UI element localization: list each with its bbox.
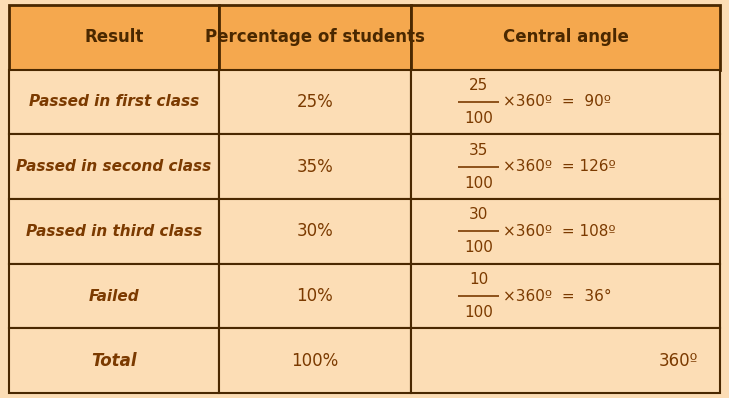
Text: 100: 100 — [464, 305, 494, 320]
Bar — [410, 134, 720, 199]
Bar — [9, 5, 219, 70]
Bar — [410, 70, 720, 134]
Bar — [410, 5, 720, 70]
Text: 25%: 25% — [296, 93, 333, 111]
Bar — [410, 328, 720, 393]
Bar — [219, 264, 410, 328]
Bar — [219, 328, 410, 393]
Text: 25: 25 — [469, 78, 488, 93]
Text: Central angle: Central angle — [502, 28, 628, 46]
Bar — [9, 264, 219, 328]
Text: 35%: 35% — [296, 158, 333, 176]
Text: 10%: 10% — [296, 287, 333, 305]
Text: Passed in second class: Passed in second class — [16, 159, 211, 174]
Text: ×360º  =  36°: ×360º = 36° — [503, 289, 612, 304]
Text: ×360º  =  90º: ×360º = 90º — [503, 94, 611, 109]
Bar — [9, 199, 219, 264]
Text: 100: 100 — [464, 240, 494, 256]
Text: 30: 30 — [469, 207, 488, 222]
Text: ×360º  = 108º: ×360º = 108º — [503, 224, 615, 239]
Text: 35: 35 — [469, 142, 488, 158]
Bar — [9, 134, 219, 199]
Text: 100: 100 — [464, 176, 494, 191]
Bar — [219, 199, 410, 264]
Text: Total: Total — [91, 352, 136, 370]
Bar — [219, 5, 410, 70]
Bar — [410, 264, 720, 328]
Bar — [410, 199, 720, 264]
Bar — [9, 328, 219, 393]
Bar — [219, 70, 410, 134]
Text: 100: 100 — [464, 111, 494, 126]
Text: 360º: 360º — [659, 352, 698, 370]
Bar — [219, 134, 410, 199]
Text: ×360º  = 126º: ×360º = 126º — [503, 159, 616, 174]
Text: 10: 10 — [469, 272, 488, 287]
Text: Percentage of students: Percentage of students — [205, 28, 424, 46]
Text: Failed: Failed — [88, 289, 139, 304]
Text: 30%: 30% — [296, 222, 333, 240]
Bar — [9, 70, 219, 134]
Text: Passed in third class: Passed in third class — [26, 224, 202, 239]
Text: Result: Result — [84, 28, 144, 46]
Text: Passed in first class: Passed in first class — [28, 94, 199, 109]
Text: 100%: 100% — [291, 352, 338, 370]
